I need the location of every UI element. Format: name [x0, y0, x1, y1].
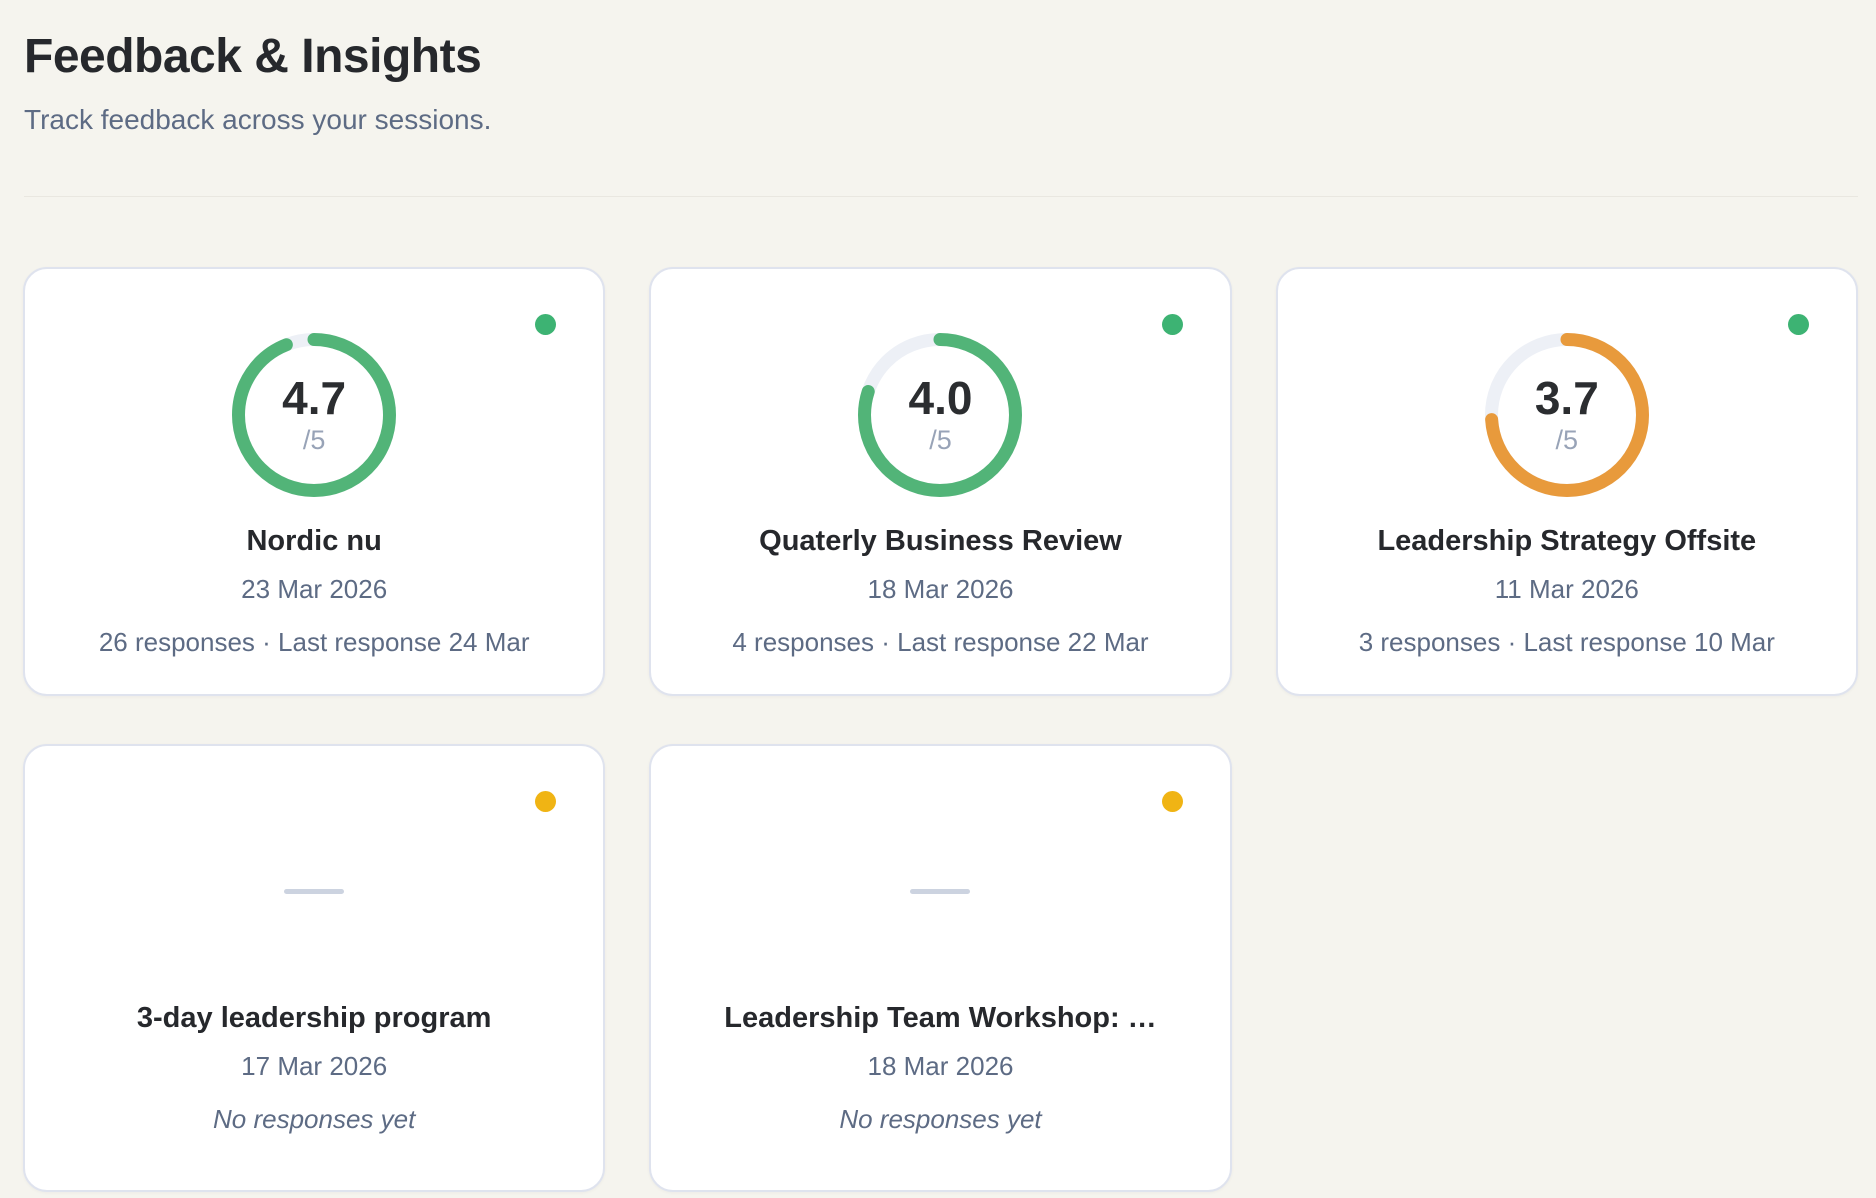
rating-ring: 4.7 /5: [232, 332, 397, 497]
session-feedback-card[interactable]: 4.7 /5 Nordic nu 23 Mar 2026 26 response…: [23, 266, 606, 696]
rating-max: /5: [929, 425, 952, 456]
rating-area: [25, 810, 603, 974]
session-date: 11 Mar 2026: [1494, 573, 1639, 604]
session-feedback-card[interactable]: 4.0 /5 Quaterly Business Review 18 Mar 2…: [649, 266, 1232, 696]
session-title: Leadership Team Workshop: …: [724, 1001, 1157, 1034]
rating-ring: 4.0 /5: [858, 332, 1023, 497]
rating-area: 4.7 /5: [25, 332, 603, 497]
responses-summary: 3 responses · Last response 10 Mar: [1358, 626, 1775, 657]
rating-value: 3.7: [1534, 372, 1599, 425]
session-date: 18 Mar 2026: [867, 573, 1014, 604]
session-date: 17 Mar 2026: [241, 1050, 388, 1081]
page-title: Feedback & Insights: [24, 30, 482, 83]
status-dot: [535, 313, 557, 335]
session-title: 3-day leadership program: [136, 1001, 492, 1034]
status-dot: [1161, 790, 1183, 812]
rating-area: 3.7 /5: [1278, 332, 1856, 497]
rating-area: 4.0 /5: [651, 332, 1229, 497]
rating-area: [651, 810, 1229, 974]
page-subtitle: Track feedback across your sessions.: [24, 103, 492, 135]
session-date: 18 Mar 2026: [867, 1050, 1014, 1081]
session-title: Leadership Strategy Offsite: [1377, 524, 1757, 557]
no-rating-dash: [284, 889, 345, 895]
rating-ring: 3.7 /5: [1484, 332, 1649, 497]
rating-text: 4.0 /5: [858, 333, 1022, 497]
rating-text: 4.7 /5: [232, 333, 396, 497]
rating-value: 4.7: [282, 372, 347, 425]
rating-value: 4.0: [908, 372, 973, 425]
session-cards-grid: 4.7 /5 Nordic nu 23 Mar 2026 26 response…: [23, 266, 1858, 1192]
session-feedback-card[interactable]: 3-day leadership program 17 Mar 2026 No …: [23, 743, 606, 1192]
status-dot: [1787, 313, 1809, 335]
rating-text: 3.7 /5: [1485, 333, 1649, 497]
session-feedback-card[interactable]: 3.7 /5 Leadership Strategy Offsite 11 Ma…: [1275, 266, 1858, 696]
page-header: Feedback & Insights Track feedback acros…: [0, 0, 1876, 138]
no-rating-dash: [910, 889, 971, 895]
responses-summary: 26 responses · Last response 24 Mar: [98, 626, 530, 657]
status-dot: [1161, 313, 1183, 335]
responses-summary: No responses yet: [213, 1103, 416, 1134]
session-feedback-card[interactable]: Leadership Team Workshop: … 18 Mar 2026 …: [649, 743, 1232, 1192]
rating-max: /5: [302, 425, 326, 456]
header-divider: [24, 195, 1858, 197]
session-title: Quaterly Business Review: [759, 524, 1122, 557]
status-dot: [535, 790, 557, 812]
responses-summary: 4 responses · Last response 22 Mar: [732, 626, 1149, 657]
session-title: Nordic nu: [246, 524, 382, 557]
responses-summary: No responses yet: [839, 1103, 1042, 1134]
session-date: 23 Mar 2026: [241, 573, 388, 604]
rating-max: /5: [1555, 425, 1579, 456]
